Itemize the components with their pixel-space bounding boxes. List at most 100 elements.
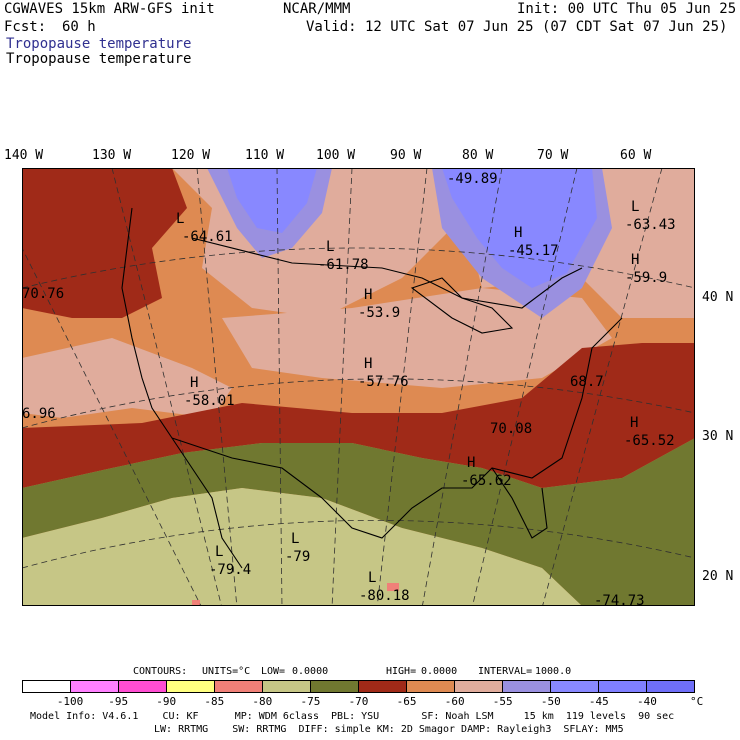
florida bbox=[491, 467, 548, 539]
lat-label: 40 N bbox=[702, 290, 734, 305]
map-label-mark: L bbox=[291, 531, 300, 547]
shade-khaki bbox=[22, 488, 582, 606]
forecast-label: Fcst: bbox=[4, 19, 47, 35]
legend-label: -95 bbox=[108, 695, 129, 708]
grid-line bbox=[22, 519, 695, 569]
lon-label: 70 W bbox=[537, 148, 569, 163]
great-lakes bbox=[410, 277, 514, 334]
legend-swatch bbox=[119, 681, 167, 692]
map-label-value: -63.43 bbox=[625, 217, 676, 233]
high-value: 0.0000 bbox=[421, 666, 458, 677]
grid-line bbox=[22, 378, 695, 429]
map-label-mark: H bbox=[631, 252, 640, 268]
shade-ne-blue bbox=[442, 168, 597, 288]
map-label-mark: H bbox=[514, 225, 523, 241]
grid-line bbox=[331, 168, 353, 606]
map-label-mark: H bbox=[190, 375, 199, 391]
model-info-line-2: LW: RRTMG SW: RRTMG DIFF: simple KM: 2D … bbox=[154, 724, 624, 735]
grid-line bbox=[22, 247, 695, 289]
legend-swatch bbox=[359, 681, 407, 692]
lon-label: 120 W bbox=[171, 148, 211, 163]
map-label-mark: H bbox=[364, 287, 373, 303]
color-legend bbox=[22, 680, 695, 693]
map-label-value: -79 bbox=[285, 549, 311, 565]
map-label-value: -57.76 bbox=[358, 374, 409, 390]
map-label-mark: H bbox=[630, 415, 639, 431]
map-label-value: -58.01 bbox=[184, 393, 235, 409]
map-label-value: -61.78 bbox=[318, 257, 369, 273]
map-label-value: 68.7 bbox=[570, 374, 604, 390]
legend-swatch bbox=[311, 681, 359, 692]
map-label-value: -80.18 bbox=[359, 588, 410, 604]
map-label-mark: L bbox=[368, 570, 377, 586]
units-label: UNITS=°C bbox=[202, 666, 251, 677]
low-label: LOW= bbox=[261, 666, 286, 677]
map-label-mark: L bbox=[631, 199, 640, 215]
legend-label: -90 bbox=[156, 695, 177, 708]
shade-mid-dark bbox=[22, 343, 695, 488]
lon-label: 100 W bbox=[316, 148, 356, 163]
legend-label: -55 bbox=[492, 695, 513, 708]
lat-label: 20 N bbox=[702, 569, 734, 584]
legend-label: -75 bbox=[300, 695, 321, 708]
shade-spot bbox=[192, 600, 200, 606]
map-label-value: 6.96 bbox=[22, 406, 56, 422]
legend-label: -50 bbox=[540, 695, 561, 708]
legend-swatch bbox=[263, 681, 311, 692]
grid-line bbox=[472, 168, 578, 606]
shade-central-pink bbox=[222, 288, 612, 388]
map-label-value: -49.89 bbox=[447, 171, 498, 187]
map-label-value: 70.76 bbox=[22, 286, 65, 302]
shade-spot bbox=[387, 583, 399, 591]
lon-label: 60 W bbox=[620, 148, 652, 163]
map-label-value: 70.08 bbox=[490, 421, 533, 437]
grid-line bbox=[276, 168, 283, 606]
field-title-secondary: Tropopause temperature bbox=[6, 51, 192, 67]
shade-west-pink bbox=[22, 338, 232, 418]
legend-swatch bbox=[599, 681, 647, 692]
legend-label: -100 bbox=[56, 695, 84, 708]
map-label-value: -74.73 bbox=[594, 593, 645, 609]
tropopause-temperature-map bbox=[22, 168, 695, 606]
legend-swatch bbox=[23, 681, 71, 692]
map-label-value: -65.52 bbox=[624, 433, 675, 449]
init-time: Init: 00 UTC Thu 05 Jun 25 bbox=[517, 1, 737, 17]
grid-line bbox=[421, 168, 503, 606]
contours-label: CONTOURS: bbox=[133, 666, 188, 677]
border-us-canada bbox=[191, 237, 583, 309]
legend-label: -45 bbox=[588, 695, 609, 708]
legend-swatch bbox=[551, 681, 599, 692]
map-label-value: -64.61 bbox=[182, 229, 233, 245]
legend-swatch bbox=[167, 681, 215, 692]
legend-swatch bbox=[647, 681, 694, 692]
interval-value: 1000.0 bbox=[535, 666, 572, 677]
legend-swatch bbox=[71, 681, 119, 692]
lon-label: 90 W bbox=[390, 148, 422, 163]
low-value: 0.0000 bbox=[292, 666, 329, 677]
border-us-mexico bbox=[171, 437, 323, 499]
coastline-gulf bbox=[321, 317, 623, 539]
legend-label: -70 bbox=[348, 695, 369, 708]
lon-label: 130 W bbox=[92, 148, 132, 163]
grid-line bbox=[111, 168, 222, 606]
lon-label: 140 W bbox=[4, 148, 44, 163]
lon-label: 110 W bbox=[245, 148, 285, 163]
lat-label: 30 N bbox=[702, 429, 734, 444]
legend-label: -65 bbox=[396, 695, 417, 708]
grid-line bbox=[542, 168, 663, 606]
legend-label: -60 bbox=[444, 695, 465, 708]
legend-label: -80 bbox=[252, 695, 273, 708]
map-label-mark: H bbox=[364, 356, 373, 372]
interval-label: INTERVAL= bbox=[478, 666, 533, 677]
map-label-mark: L bbox=[326, 239, 335, 255]
shade-nw-dark bbox=[22, 168, 187, 318]
legend-swatch bbox=[215, 681, 263, 692]
valid-time: Valid: 12 UTC Sat 07 Jun 25 (07 CDT Sat … bbox=[306, 19, 728, 35]
legend-label: -85 bbox=[204, 695, 225, 708]
map-label-value: -53.9 bbox=[358, 305, 401, 321]
map-label-mark: H bbox=[467, 455, 476, 471]
field-title-primary: Tropopause temperature bbox=[6, 36, 192, 52]
map-label-value: -45.17 bbox=[508, 243, 559, 259]
model-title: CGWAVES 15km ARW-GFS init bbox=[4, 1, 215, 17]
map-label-mark: L bbox=[215, 544, 224, 560]
